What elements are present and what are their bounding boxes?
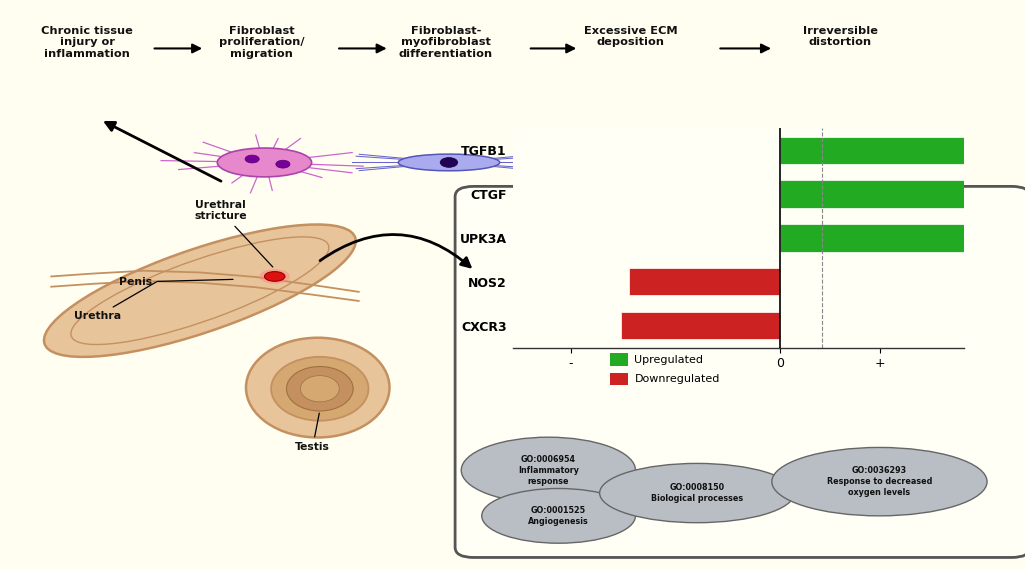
Ellipse shape — [271, 357, 369, 421]
Text: Testis: Testis — [295, 413, 330, 453]
Bar — [621, 312, 780, 339]
FancyBboxPatch shape — [610, 353, 628, 366]
Ellipse shape — [398, 154, 500, 171]
Ellipse shape — [246, 337, 390, 438]
Text: Urethra: Urethra — [74, 282, 157, 321]
Text: Penis: Penis — [119, 277, 233, 287]
Ellipse shape — [440, 157, 458, 168]
Text: Irreversible
distortion: Irreversible distortion — [803, 26, 878, 47]
Text: Fibroblast-
myofibroblast
differentiation: Fibroblast- myofibroblast differentiatio… — [399, 26, 493, 59]
Text: GO:0008150
Biological processes: GO:0008150 Biological processes — [651, 483, 743, 503]
Ellipse shape — [264, 271, 285, 282]
FancyBboxPatch shape — [610, 373, 628, 385]
Ellipse shape — [300, 376, 339, 402]
FancyBboxPatch shape — [825, 165, 860, 194]
Text: GO:0006954
Inflammatory
response: GO:0006954 Inflammatory response — [518, 455, 579, 486]
Text: GO:0001525
Angiogenesis: GO:0001525 Angiogenesis — [528, 506, 589, 526]
Text: Urethral
stricture: Urethral stricture — [194, 200, 273, 267]
Bar — [780, 181, 1025, 207]
Ellipse shape — [245, 155, 259, 163]
Ellipse shape — [276, 160, 290, 168]
Ellipse shape — [44, 225, 356, 357]
Text: Downregulated: Downregulated — [634, 374, 720, 384]
Bar — [780, 137, 1025, 164]
Bar — [780, 225, 1022, 251]
FancyBboxPatch shape — [808, 136, 843, 168]
Text: Fibroblast
proliferation/
migration: Fibroblast proliferation/ migration — [218, 26, 304, 59]
Ellipse shape — [259, 269, 290, 284]
Ellipse shape — [482, 488, 636, 543]
FancyBboxPatch shape — [842, 136, 876, 168]
Ellipse shape — [461, 437, 636, 503]
Bar — [629, 268, 780, 295]
Text: Chronic tissue
injury or
inflammation: Chronic tissue injury or inflammation — [41, 26, 133, 59]
Text: GO:0036293
Response to decreased
oxygen levels: GO:0036293 Response to decreased oxygen … — [827, 466, 932, 497]
FancyBboxPatch shape — [876, 136, 911, 168]
Ellipse shape — [772, 447, 987, 516]
Ellipse shape — [600, 463, 794, 523]
Ellipse shape — [287, 367, 353, 411]
FancyBboxPatch shape — [455, 186, 1025, 557]
Text: Upregulated: Upregulated — [634, 355, 703, 365]
Ellipse shape — [217, 148, 312, 177]
FancyBboxPatch shape — [860, 165, 895, 194]
Text: Excessive ECM
deposition: Excessive ECM deposition — [583, 26, 678, 47]
